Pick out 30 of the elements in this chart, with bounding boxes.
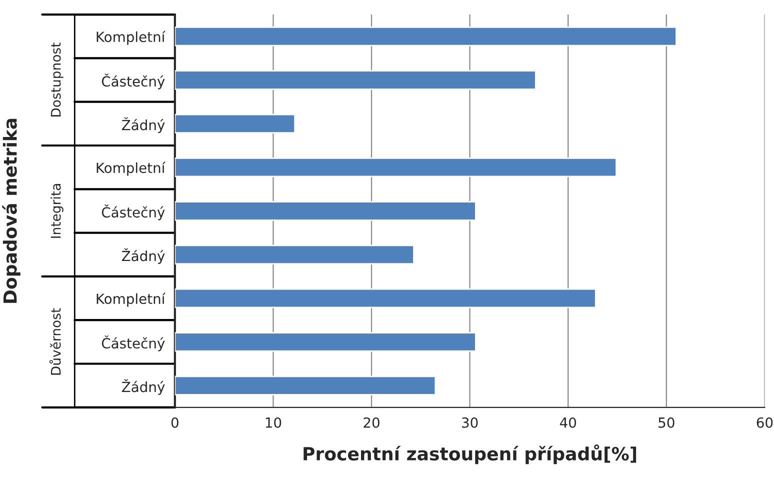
y-tick-label: Žádný bbox=[122, 117, 165, 133]
y-tick-label: Žádný bbox=[122, 248, 165, 264]
bar bbox=[174, 376, 436, 396]
bar bbox=[174, 70, 536, 90]
x-tick-label: 20 bbox=[364, 417, 380, 428]
text: Důvěrnost bbox=[49, 308, 61, 375]
y-tick-label: Kompletní bbox=[96, 162, 166, 176]
y-tick-label: Žádný bbox=[122, 379, 165, 395]
text: Integrita bbox=[50, 184, 64, 238]
bar bbox=[174, 114, 296, 134]
x-axis-title: Procentní zastoupení případů[%] bbox=[304, 444, 636, 464]
x-tick-label: 50 bbox=[658, 417, 674, 428]
y-tick-label: Částečný bbox=[102, 204, 165, 220]
text: Dostupnost bbox=[50, 42, 64, 116]
bar bbox=[174, 332, 476, 352]
y-tick-label: Kompletní bbox=[96, 30, 166, 45]
x-tick-label: 40 bbox=[560, 417, 576, 428]
x-tick-label: 30 bbox=[462, 417, 478, 428]
x-tick-label: 0 bbox=[171, 417, 178, 428]
x-tick-label: 60 bbox=[756, 417, 773, 428]
bar bbox=[174, 26, 677, 46]
bar bbox=[174, 157, 617, 178]
y-tick-label: Kompletní bbox=[96, 292, 166, 307]
y-axis-title: Dopadová metrika bbox=[2, 118, 20, 303]
y-tick-label: Částečný bbox=[102, 335, 165, 352]
x-tick-label: 10 bbox=[266, 417, 282, 428]
bar bbox=[174, 288, 596, 308]
bar bbox=[174, 244, 414, 264]
bar bbox=[174, 201, 476, 221]
y-tick-label: Částečný bbox=[102, 74, 165, 90]
